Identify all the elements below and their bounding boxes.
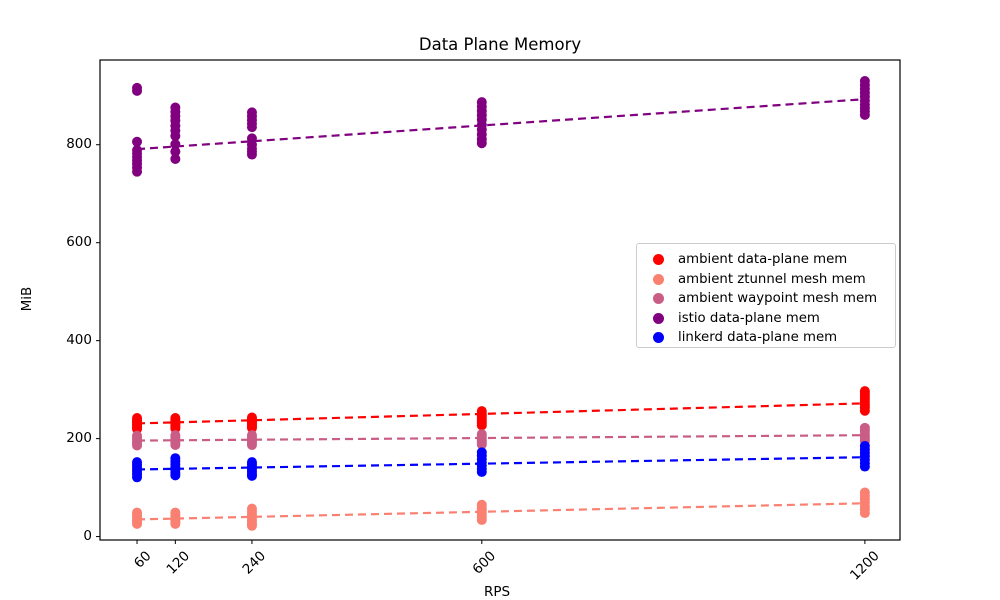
legend-item-ambient-ztunnel: ambient ztunnel mesh mem xyxy=(637,270,895,290)
scatter-point-series-2 xyxy=(246,439,257,450)
scatter-point-series-3 xyxy=(170,139,181,150)
legend-label: istio data-plane mem xyxy=(678,310,820,326)
scatter-point-series-4 xyxy=(170,470,181,481)
scatter-point-series-3 xyxy=(170,153,181,164)
scatter-point-series-2 xyxy=(132,440,143,451)
legend-label: ambient ztunnel mesh mem xyxy=(678,271,866,287)
scatter-point-series-3 xyxy=(132,85,143,96)
legend-item-ambient-waypoint: ambient waypoint mesh mem xyxy=(637,289,895,309)
x-axis-label: RPS xyxy=(483,584,511,600)
scatter-point-series-3 xyxy=(132,166,143,177)
scatter-point-series-3 xyxy=(476,138,487,149)
legend-item-linkerd: linkerd data-plane mem xyxy=(637,328,895,348)
chart-title: Data Plane Memory xyxy=(418,35,582,54)
legend-item-istio: istio data-plane mem xyxy=(637,309,895,329)
legend-marker-icon xyxy=(653,254,664,266)
y-axis-label: MiB xyxy=(19,286,35,312)
trend-line-series-4 xyxy=(137,456,865,471)
scatter-point-series-4 xyxy=(476,466,487,477)
scatter-point-series-0 xyxy=(859,405,870,416)
scatter-point-series-0 xyxy=(170,423,181,434)
legend-marker-icon xyxy=(653,312,664,324)
scatter-point-series-1 xyxy=(476,514,487,525)
y-tick-label-200: 200 xyxy=(66,429,92,446)
legend-marker-icon xyxy=(653,293,664,305)
legend-marker-icon xyxy=(653,273,664,285)
legend-marker-icon xyxy=(653,332,664,344)
scatter-point-series-3 xyxy=(132,136,143,147)
trend-line-series-0 xyxy=(137,402,865,425)
legend-label: ambient data-plane mem xyxy=(678,252,848,268)
legend-label: linkerd data-plane mem xyxy=(678,330,838,346)
scatter-point-series-4 xyxy=(132,472,143,483)
scatter-point-series-0 xyxy=(246,422,257,433)
scatter-point-series-0 xyxy=(132,423,143,434)
legend-item-ambient-data-plane: ambient data-plane mem xyxy=(637,250,895,270)
axes-spines xyxy=(99,59,901,541)
scatter-point-series-3 xyxy=(859,109,870,120)
scatter-point-series-3 xyxy=(170,146,181,157)
scatter-point-series-3 xyxy=(246,149,257,160)
chart-legend: ambient data-plane mem ambient ztunnel m… xyxy=(636,243,896,348)
scatter-point-series-0 xyxy=(476,420,487,431)
trend-line-series-3 xyxy=(136,98,865,151)
scatter-point-series-2 xyxy=(476,439,487,450)
scatter-point-series-3 xyxy=(170,130,181,141)
scatter-point-series-1 xyxy=(170,518,181,529)
scatter-point-series-3 xyxy=(246,122,257,133)
y-tick-label-0: 0 xyxy=(83,527,92,544)
y-tick-label-800: 800 xyxy=(66,135,92,152)
scatter-point-series-1 xyxy=(859,508,870,519)
scatter-point-series-4 xyxy=(859,461,870,472)
scatter-point-series-1 xyxy=(132,518,143,529)
scatter-point-series-1 xyxy=(246,520,257,531)
trend-line-series-2 xyxy=(137,434,865,442)
y-tick-label-400: 400 xyxy=(66,331,92,348)
scatter-point-series-4 xyxy=(246,470,257,481)
scatter-point-series-2 xyxy=(170,439,181,450)
y-tick-label-600: 600 xyxy=(66,233,92,250)
legend-label: ambient waypoint mesh mem xyxy=(678,291,878,307)
trend-line-series-1 xyxy=(137,502,865,521)
